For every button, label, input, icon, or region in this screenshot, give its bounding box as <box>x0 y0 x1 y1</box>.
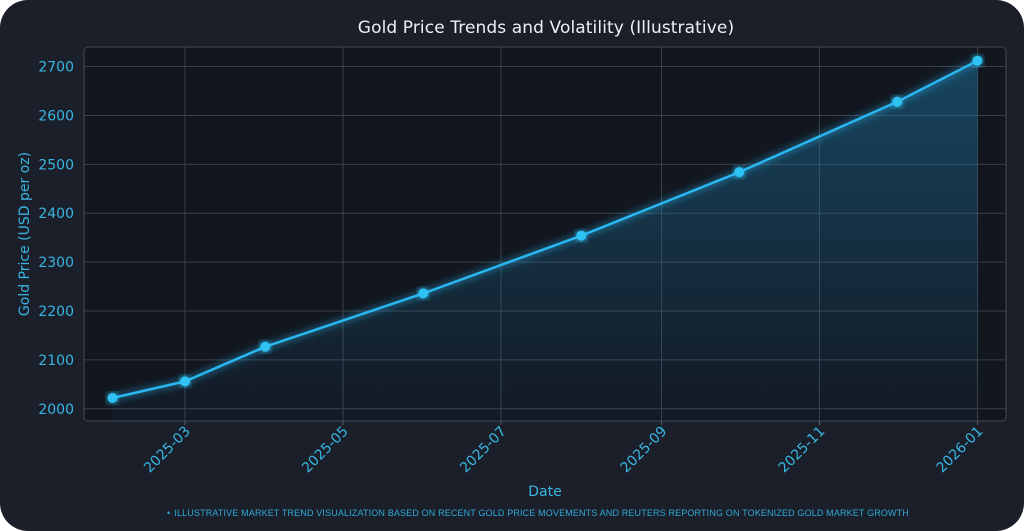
y-tick-label: 2100 <box>38 353 74 369</box>
area-fill-layer <box>112 60 978 421</box>
y-tick-label: 2500 <box>38 157 74 173</box>
x-tick-label: 2025-09 <box>618 424 671 477</box>
y-axis-label: Gold Price (USD per oz) <box>17 152 33 316</box>
x-tick-labels: 2025-03 2025-05 2025-07 2025-09 2025-11 2026-… <box>141 421 986 476</box>
data-point <box>107 393 118 404</box>
area-fill <box>112 60 978 421</box>
y-tick-label: 2400 <box>38 206 74 222</box>
x-tick-label: 2025-03 <box>141 424 194 477</box>
x-tick-label: 2025-05 <box>299 424 352 477</box>
x-tick-label: 2025-07 <box>457 424 510 477</box>
data-point <box>734 167 745 178</box>
data-point <box>260 341 271 352</box>
x-tick-label: 2026-01 <box>934 424 987 477</box>
data-point <box>892 96 903 107</box>
x-tick-label: 2025-11 <box>776 424 829 477</box>
data-point <box>972 55 983 66</box>
bullet-icon: • <box>167 508 171 518</box>
data-point <box>180 376 191 387</box>
marker-layer <box>107 55 983 404</box>
footnote-text: ILLUSTRATIVE MARKET TREND VISUALIZATION … <box>174 508 909 518</box>
line-layer <box>112 59 979 400</box>
data-point <box>418 288 429 299</box>
series-line <box>112 59 979 400</box>
chart-title: Gold Price Trends and Volatility (Illust… <box>357 18 735 38</box>
x-axis-label: Date <box>528 484 561 500</box>
y-tick-label: 2200 <box>38 304 74 320</box>
y-tick-labels: 2000 2100 2200 2300 2400 2500 2600 2700 <box>38 60 74 418</box>
y-tick-label: 2000 <box>38 402 74 418</box>
y-tick-label: 2700 <box>38 60 74 76</box>
chart-footnote: • ILLUSTRATIVE MARKET TREND VISUALIZATION… <box>0 508 1024 518</box>
y-tick-label: 2300 <box>38 255 74 271</box>
y-tick-label: 2600 <box>38 108 74 124</box>
data-point <box>576 230 587 241</box>
